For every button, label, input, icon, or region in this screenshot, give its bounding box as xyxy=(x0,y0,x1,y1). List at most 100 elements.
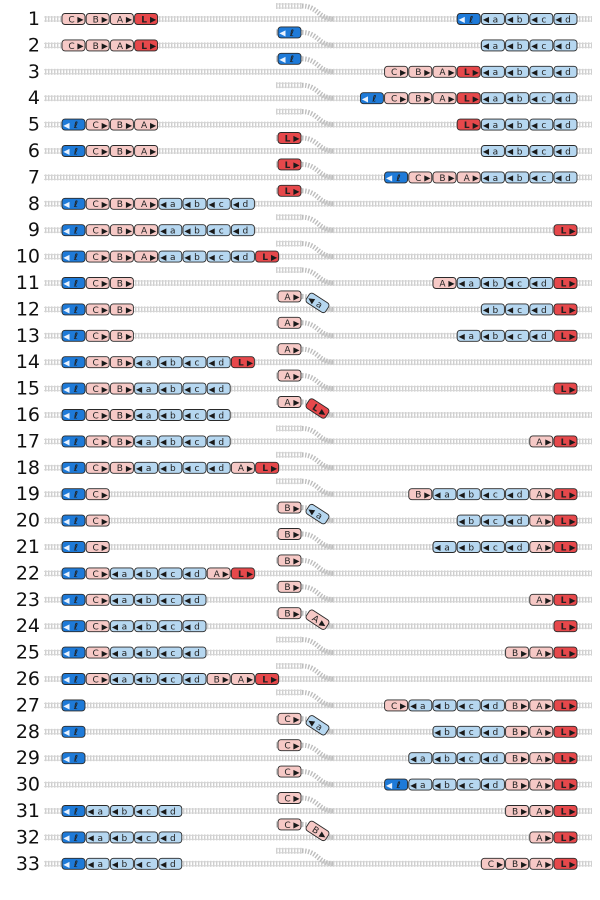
direction-arrow-icon: ◀ xyxy=(555,42,562,51)
direction-arrow-icon: ◀ xyxy=(112,675,119,684)
main-track xyxy=(44,121,592,128)
red-loco-L: ▶L xyxy=(456,92,481,105)
wagon-label: A xyxy=(536,543,543,553)
direction-arrow-icon: ◀ xyxy=(483,121,490,130)
red-wagon-A: ▶A xyxy=(277,316,302,329)
step-row: 31 ◀ ℓ ◀ a ◀ b ◀ c ◀ d▶C▶B ▶A ▶L xyxy=(16,792,592,822)
wagon-label: L xyxy=(561,517,567,527)
blue-wagon-c: ◀ c xyxy=(456,725,481,738)
wagon-label: b xyxy=(444,728,450,738)
wagon-label: ℓ xyxy=(73,517,78,527)
direction-arrow-icon: ◀ xyxy=(459,517,466,526)
red-wagon-C: ▶C xyxy=(277,712,302,725)
blue-wagon-d: ◀ d xyxy=(553,92,578,105)
wagon-label: A xyxy=(536,649,543,659)
step-row: 25 ◀ ℓ ▶C ◀ a ◀ b ◀ c ◀ d ▶B ▶A ▶L xyxy=(16,636,592,664)
wagon-label: a xyxy=(97,860,103,870)
main-track xyxy=(44,438,592,445)
wagon-label: a xyxy=(314,511,324,522)
step-row: 5 ◀ ℓ ▶C ▶B ▶A ▶L ◀ a ◀ b ◀ c ◀ d xyxy=(28,108,592,136)
blue-wagon-c: ◀ c xyxy=(158,593,183,606)
wagon-label: B xyxy=(512,781,518,791)
wagon-label: b xyxy=(517,95,523,105)
red-wagon-A: ▶A xyxy=(230,673,255,685)
direction-arrow-icon: ▶ xyxy=(126,147,133,156)
blue-loco-ℓ: ◀ ℓ xyxy=(61,435,86,448)
step-number: 7 xyxy=(28,166,40,188)
direction-arrow-icon: ◀ xyxy=(459,702,466,711)
direction-arrow-icon: ▶ xyxy=(569,279,576,288)
blue-wagon-d: ◀ d xyxy=(480,752,505,765)
main-track xyxy=(44,95,592,102)
main-track xyxy=(44,544,592,550)
wagon-label: L xyxy=(561,807,567,817)
direction-arrow-icon: ▶ xyxy=(77,42,84,51)
direction-arrow-icon: ◀ xyxy=(531,147,538,156)
red-loco-L: ▶L xyxy=(456,118,481,131)
wagon-label: B xyxy=(117,332,123,342)
direction-arrow-icon: ▶ xyxy=(102,438,109,447)
wagon-label: B xyxy=(512,807,518,817)
step-number: 1 xyxy=(28,8,40,30)
wagon-label: b xyxy=(146,649,152,659)
wagon-label: C xyxy=(93,517,99,527)
direction-arrow-icon: ◀ xyxy=(136,649,143,658)
wagon-label: C xyxy=(93,385,99,395)
wagon-label: A xyxy=(141,147,148,157)
red-wagon-A: ▶A xyxy=(206,567,231,580)
blue-wagon-a: ◀a xyxy=(158,197,183,210)
red-loco-L: ▶L xyxy=(553,752,578,765)
wagon-label: c xyxy=(541,42,546,52)
red-wagon-C: ▶C xyxy=(85,277,110,289)
direction-arrow-icon: ◀ xyxy=(160,807,167,816)
wagon-label: L xyxy=(561,596,567,606)
main-track xyxy=(44,596,592,603)
direction-arrow-icon: ▶ xyxy=(293,530,300,539)
direction-arrow-icon: ◀ xyxy=(507,94,514,103)
blue-wagon-d: ◀ d xyxy=(182,646,207,659)
step-row: 30▶C◀ ℓ ◀ a ◀ b ◀ c ◀ d ▶B ▶A ▶L xyxy=(16,765,592,796)
wagon-label: A xyxy=(117,42,124,52)
direction-arrow-icon: ◀ xyxy=(63,121,70,130)
direction-arrow-icon: ▶ xyxy=(424,94,431,103)
blue-wagon-b: ◀ b xyxy=(134,673,159,685)
direction-arrow-icon: ▶ xyxy=(102,675,109,684)
red-wagon-A: ▶A xyxy=(230,461,255,474)
blue-loco-ℓ: ◀ ℓ xyxy=(61,461,86,474)
siding-track xyxy=(276,82,335,101)
direction-arrow-icon: ▶ xyxy=(569,306,576,315)
red-wagon-C: ▶C xyxy=(85,356,110,369)
blue-loco-ℓ: ◀ ℓ xyxy=(61,409,86,421)
wagon-label: a xyxy=(146,411,152,421)
direction-arrow-icon: ▶ xyxy=(545,517,552,526)
blue-loco-ℓ: ◀ ℓ xyxy=(456,13,481,25)
step-row: 23 ◀ ℓ ▶C ◀ a ◀ b ◀ c ◀ d▶B▶A ▶L xyxy=(16,580,592,611)
siding-track xyxy=(276,451,335,471)
blue-wagon-d: ◀ d xyxy=(529,303,554,316)
blue-loco-ℓ: ◀ ℓ xyxy=(61,197,86,210)
direction-arrow-icon: ◀ xyxy=(507,490,514,499)
red-wagon-A: ▶A xyxy=(432,92,457,105)
wagon-label: L xyxy=(561,543,567,553)
wagon-label: A xyxy=(536,517,543,527)
wagon-label: ℓ xyxy=(73,596,78,606)
main-track xyxy=(44,16,592,22)
direction-arrow-icon: ▶ xyxy=(102,490,109,499)
red-wagon-C: ▶C xyxy=(61,39,86,52)
wagon-label: d xyxy=(541,279,547,289)
wagon-label: b xyxy=(170,411,176,421)
blue-wagon-a: ◀a xyxy=(134,382,159,395)
direction-arrow-icon: ▶ xyxy=(102,306,109,315)
wagon-label: L xyxy=(238,570,244,580)
red-wagon-C: ▶C xyxy=(277,765,302,778)
siding-track xyxy=(276,240,335,260)
blue-wagon-b: ◀ b xyxy=(182,197,207,210)
direction-arrow-icon: ◀ xyxy=(160,860,167,869)
siding-track xyxy=(276,478,335,497)
blue-wagon-c: ◀ c xyxy=(529,13,554,25)
wagon-label: B xyxy=(415,68,421,78)
blue-wagon-a: ◀a xyxy=(432,488,457,501)
direction-arrow-icon: ▶ xyxy=(150,147,157,156)
direction-arrow-icon: ▶ xyxy=(545,438,552,447)
red-wagon-A: ▶A xyxy=(305,609,330,630)
